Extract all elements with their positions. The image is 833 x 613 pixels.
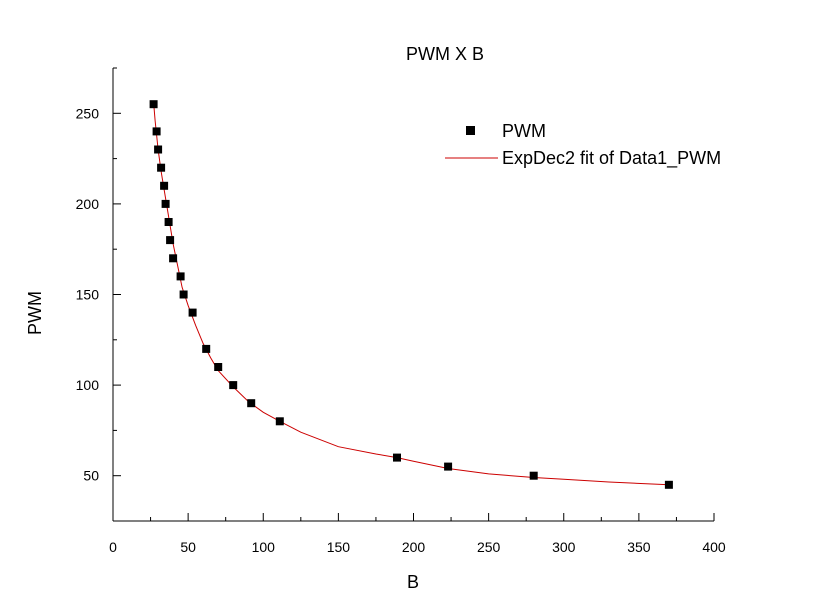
data-point [179,290,188,299]
y-tick-label: 50 [83,468,99,484]
axes [112,68,714,522]
data-point [529,471,538,480]
x-tick-label: 50 [180,539,196,555]
data-point [161,199,170,208]
y-axis-title: PWM [25,291,45,335]
data-point [444,462,453,471]
data-point [164,218,173,226]
data-point [169,254,178,263]
x-tick-label: 150 [327,539,351,555]
data-point [157,163,166,172]
y-tick-label: 100 [76,377,100,393]
chart-title: PWM X B [406,44,484,64]
x-tick-label: 350 [627,539,651,555]
x-axis-title: B [407,572,419,592]
data-point [275,417,284,426]
x-tick-label: 300 [552,539,576,555]
data-point [393,453,401,462]
y-tick-label: 250 [76,105,100,121]
data-point [160,181,169,190]
data-point [664,480,673,489]
data-point [214,363,223,371]
data-point [149,100,158,109]
x-tick-label: 100 [252,539,276,555]
data-point [202,344,211,353]
x-tick-label: 400 [702,539,726,555]
x-tick-label: 250 [477,539,501,555]
data-point [247,399,256,408]
legend: PWM ExpDec2 fit of Data1_PWM [445,121,721,169]
x-ticks: 0 50 100 150 200 250 300 350 400 [109,513,726,555]
legend-label-pwm: PWM [502,121,546,141]
data-point [176,272,185,281]
y-tick-label: 150 [76,287,100,303]
data-point [166,236,175,245]
legend-marker-pwm [466,126,475,135]
x-tick-label: 200 [402,539,426,555]
plot-area [149,100,673,489]
legend-label-fit: ExpDec2 fit of Data1_PWM [502,148,721,169]
data-point [188,308,197,317]
y-tick-label: 200 [76,196,100,212]
x-tick-label: 0 [109,539,117,555]
y-ticks: 50 100 150 200 250 [76,67,121,522]
data-point [152,127,161,136]
data-point [154,145,163,154]
data-point [229,381,238,390]
